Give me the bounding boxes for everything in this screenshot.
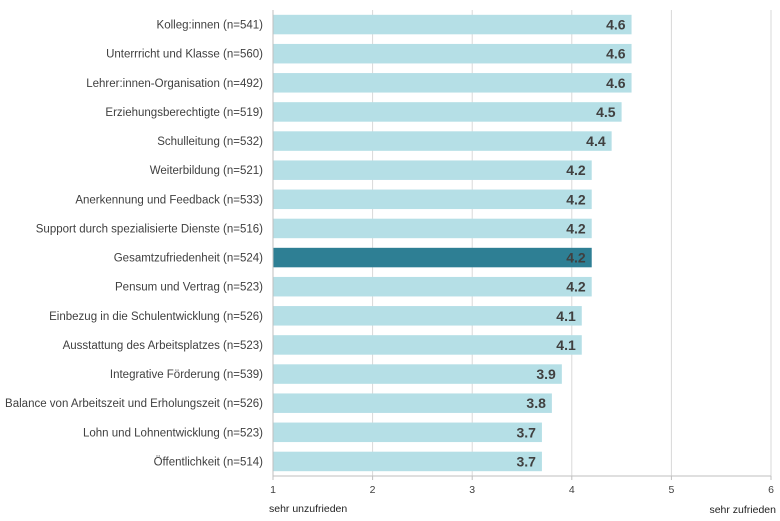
- category-label: Lehrer:innen-Organisation (n=492): [86, 78, 263, 90]
- value-label: 3.9: [536, 366, 556, 382]
- category-label: Gesamtzufriedenheit (n=524): [114, 253, 263, 265]
- value-label: 3.8: [526, 395, 546, 411]
- category-label: Unterrricht und Klasse (n=560): [106, 49, 263, 61]
- bar: [273, 102, 622, 122]
- value-label: 4.2: [566, 191, 586, 207]
- bar-highlight: [273, 247, 592, 268]
- bar: [273, 189, 592, 210]
- category-label: Lohn und Lohnentwicklung (n=523): [83, 427, 263, 439]
- x-tick-label: 3: [469, 484, 475, 496]
- bar: [273, 73, 632, 93]
- category-labels: Kolleg:innen (n=541) Unterrricht und Klas…: [5, 20, 263, 469]
- category-label: Ausstattung des Arbeitsplatzes (n=523): [63, 340, 264, 352]
- x-axis-anchor-right: sehr zufrieden: [709, 504, 776, 516]
- bar: [273, 335, 582, 355]
- bar: [273, 364, 562, 384]
- category-label: Öffentlichkeit (n=514): [154, 456, 264, 468]
- x-tick-label: 4: [569, 484, 575, 496]
- x-axis: 1 2 3 4 5 6: [270, 10, 774, 496]
- bar: [273, 43, 632, 64]
- value-label: 4.1: [556, 337, 576, 353]
- bar: [273, 393, 552, 413]
- bar: [273, 131, 612, 151]
- value-label: 4.6: [606, 17, 626, 33]
- value-label: 3.7: [516, 424, 536, 440]
- category-label: Erziehungsberechtigte (n=519): [105, 107, 263, 119]
- category-label: Einbezug in die Schulentwicklung (n=526): [49, 311, 263, 323]
- bar: [273, 14, 632, 35]
- value-label: 4.2: [566, 162, 586, 178]
- value-label: 4.6: [606, 46, 626, 62]
- bar: [273, 276, 592, 297]
- value-label: 4.6: [606, 75, 626, 91]
- bar: [273, 306, 582, 326]
- category-label: Integrative Förderung (n=539): [110, 369, 263, 381]
- bar: [273, 218, 592, 239]
- bars: [273, 14, 632, 472]
- category-label: Schulleitung (n=532): [157, 136, 263, 148]
- x-tick-label: 2: [370, 484, 376, 496]
- bar: [273, 422, 542, 443]
- value-label: 4.2: [566, 250, 586, 266]
- value-label: 4.2: [566, 220, 586, 236]
- bar: [273, 451, 542, 472]
- value-label: 4.4: [586, 133, 606, 149]
- x-tick-label: 1: [270, 484, 276, 496]
- category-label: Kolleg:innen (n=541): [157, 20, 264, 32]
- value-label: 3.7: [516, 453, 536, 469]
- x-axis-anchor-left: sehr unzufrieden: [269, 503, 347, 515]
- x-tick-label: 6: [768, 484, 774, 496]
- value-labels: 4.64.64.64.54.44.24.24.24.24.24.14.13.93…: [516, 17, 625, 470]
- value-label: 4.5: [596, 104, 616, 120]
- value-label: 4.1: [556, 308, 576, 324]
- category-label: Support durch spezialisierte Dienste (n=…: [36, 223, 263, 235]
- category-label: Anerkennung und Feedback (n=533): [75, 194, 263, 206]
- bar: [273, 160, 592, 180]
- x-tick-label: 5: [668, 484, 674, 496]
- category-label: Balance von Arbeitszeit und Erholungszei…: [5, 398, 263, 410]
- value-label: 4.2: [566, 279, 586, 295]
- category-label: Pensum und Vertrag (n=523): [115, 282, 263, 294]
- category-label: Weiterbildung (n=521): [150, 165, 263, 177]
